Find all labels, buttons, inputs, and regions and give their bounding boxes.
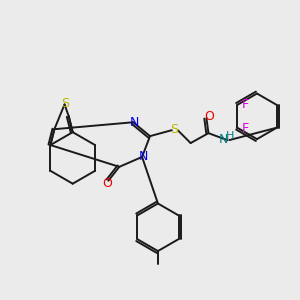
Text: S: S <box>170 123 178 136</box>
Text: F: F <box>242 122 249 135</box>
Text: S: S <box>61 97 70 110</box>
Text: F: F <box>242 98 249 111</box>
Text: N: N <box>219 133 228 146</box>
Text: N: N <box>130 116 139 129</box>
Text: O: O <box>205 110 214 123</box>
Text: O: O <box>103 177 112 190</box>
Text: N: N <box>138 150 148 164</box>
Text: H: H <box>226 131 234 141</box>
